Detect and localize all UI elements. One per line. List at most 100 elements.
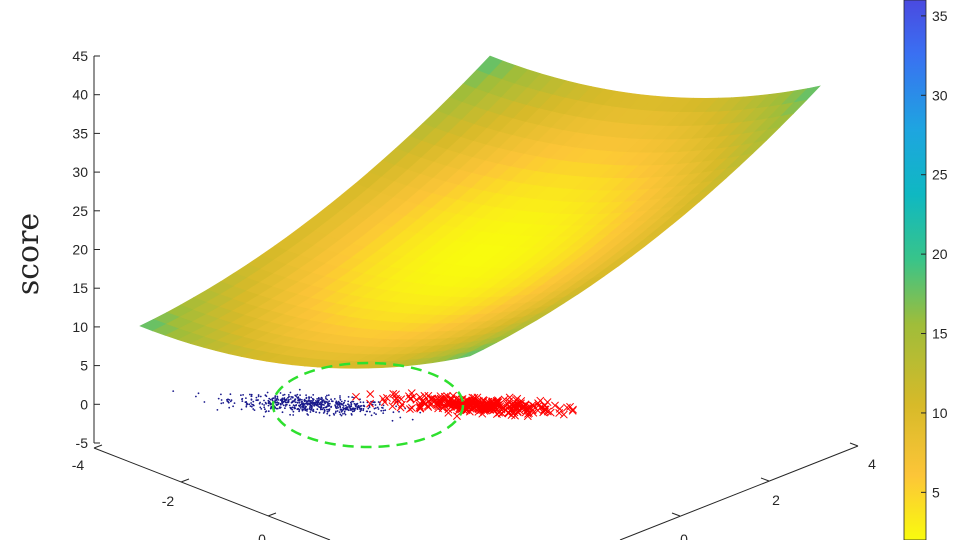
scatter-dot (283, 397, 286, 399)
x-stroke (518, 402, 527, 411)
x-stroke (465, 407, 474, 416)
scatter-dot (350, 413, 353, 415)
scatter-x-marker (352, 392, 360, 401)
scatter-dot (392, 411, 395, 414)
scatter-dot (274, 406, 277, 409)
scatter-dot (311, 397, 314, 400)
x-stroke (451, 403, 459, 412)
scatter-x-marker (449, 391, 458, 400)
scatter-dot (302, 403, 304, 405)
scatter-dot (364, 413, 367, 416)
scatter-dot (305, 402, 308, 405)
x-axis-ticks: -4 -2 0 (72, 444, 277, 540)
scatter-dot (375, 413, 377, 416)
scatter-x-marker (392, 390, 400, 399)
scatter-dot (399, 416, 402, 419)
scatter-dot (285, 401, 288, 404)
scatter-x-marker (379, 394, 388, 403)
scatter-dot (288, 398, 290, 401)
scatter-dot (229, 400, 232, 403)
scatter-dot (303, 407, 306, 410)
scatter-dot (263, 415, 265, 418)
x-stroke (423, 401, 432, 410)
scatter-x-marker (442, 395, 450, 404)
scatter-dot (279, 406, 282, 409)
scatter-x-marker (453, 412, 461, 420)
x-stroke (525, 409, 533, 418)
scatter-dot (373, 401, 376, 404)
scatter-dot (305, 401, 308, 403)
scatter-dot (345, 407, 347, 410)
scatter-dot (336, 405, 339, 407)
scatter-x-marker (408, 404, 416, 412)
scatter-dot (291, 396, 294, 399)
colorbar-tick-label: 30 (932, 87, 948, 103)
scatter-dot (369, 410, 371, 413)
scatter-dot (343, 407, 345, 410)
scatter-dot (322, 412, 325, 414)
x-stroke (405, 405, 414, 414)
scatter-dot (310, 396, 313, 399)
scatter-dot (249, 393, 251, 396)
scatter-dot (263, 404, 265, 406)
x-stroke (392, 394, 401, 403)
scatter-dot (351, 400, 353, 403)
colorbar-tick-label: 25 (932, 167, 948, 183)
scatter-dot (222, 402, 225, 404)
scatter-dot (339, 395, 341, 397)
scatter-dot (326, 408, 328, 411)
scatter-dot (279, 392, 282, 394)
scatter-dot (295, 404, 298, 406)
x-stroke (529, 402, 538, 410)
x-stroke (420, 391, 429, 400)
scatter-dot (261, 403, 264, 405)
scatter-dot (362, 409, 365, 412)
scatter-dot (362, 408, 365, 410)
scatter-dot (303, 399, 306, 402)
z-tick-label: 25 (72, 203, 88, 219)
scatter-dot (283, 398, 286, 401)
x-stroke (499, 403, 508, 412)
scatter-dot (342, 413, 344, 415)
scatter-dot (336, 401, 338, 404)
z-tick-label: 5 (80, 358, 88, 374)
scatter-dot (343, 412, 346, 414)
x-stroke (474, 407, 483, 416)
scatter-dot (240, 408, 243, 411)
scatter-dot (339, 405, 341, 408)
scatter-dot (270, 406, 273, 409)
x-stroke (366, 390, 375, 399)
scatter-dot (258, 402, 261, 405)
scatter-x-marker (523, 405, 532, 414)
scatter-x-marker (484, 400, 493, 409)
scatter-dot (251, 405, 253, 408)
colorbar: 35 30 25 20 15 10 5 (903, 0, 948, 540)
scatter-dot (250, 398, 253, 401)
scatter-x-marker (416, 403, 425, 412)
scatter-dot (245, 397, 247, 399)
scatter-dot (344, 404, 347, 407)
scatter-dot (319, 406, 322, 409)
scatter-dot (292, 414, 295, 416)
scatter-dot (348, 405, 350, 408)
scatter-dot (311, 410, 314, 412)
scatter-dot (346, 406, 348, 408)
x-stroke (517, 399, 525, 408)
scatter-dot (269, 398, 272, 401)
x-stroke (536, 403, 545, 412)
scatter-dot (323, 408, 326, 411)
scatter-dot (419, 411, 422, 414)
scatter-x-marker (563, 403, 571, 412)
scatter-x-marker (450, 400, 459, 409)
scatter-dot (289, 391, 292, 394)
scatter-dot (269, 403, 272, 406)
scatter-dot (324, 396, 327, 398)
scatter-dot (340, 402, 343, 405)
scatter-x-marker (396, 403, 405, 412)
scatter-dot (342, 405, 345, 407)
y-tick-mark (849, 442, 859, 447)
surface-patch (457, 349, 484, 359)
x-stroke (541, 405, 550, 414)
scatter-dot (297, 408, 299, 410)
scatter-dot (229, 393, 232, 396)
